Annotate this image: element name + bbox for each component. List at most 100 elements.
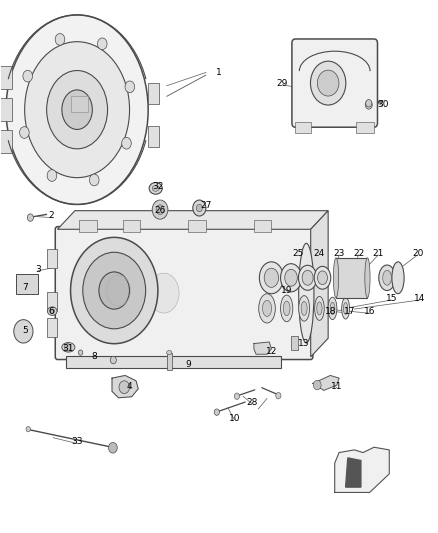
- Bar: [291, 336, 297, 351]
- Circle shape: [276, 392, 281, 399]
- Circle shape: [89, 174, 99, 186]
- Ellipse shape: [62, 90, 92, 130]
- Bar: [71, 96, 88, 112]
- Text: 30: 30: [377, 100, 389, 109]
- Ellipse shape: [47, 70, 108, 149]
- Polygon shape: [156, 209, 164, 218]
- Ellipse shape: [318, 271, 328, 285]
- Ellipse shape: [259, 262, 283, 294]
- Text: 11: 11: [331, 382, 343, 391]
- Ellipse shape: [299, 244, 314, 343]
- Ellipse shape: [301, 301, 307, 316]
- Ellipse shape: [342, 298, 350, 319]
- Ellipse shape: [62, 343, 75, 352]
- Ellipse shape: [392, 262, 404, 294]
- Ellipse shape: [262, 301, 272, 317]
- Bar: [295, 122, 311, 133]
- Polygon shape: [335, 447, 389, 492]
- Ellipse shape: [318, 70, 339, 96]
- Text: 1: 1: [216, 68, 222, 77]
- Polygon shape: [156, 201, 164, 209]
- Ellipse shape: [317, 302, 322, 315]
- Text: 27: 27: [200, 201, 212, 210]
- Polygon shape: [160, 201, 168, 209]
- Circle shape: [27, 214, 33, 221]
- Polygon shape: [346, 458, 361, 487]
- Ellipse shape: [6, 15, 148, 205]
- Ellipse shape: [298, 265, 317, 290]
- Text: 6: 6: [48, 307, 54, 316]
- Bar: [357, 122, 374, 133]
- Circle shape: [214, 409, 219, 415]
- Ellipse shape: [379, 265, 396, 290]
- Bar: [46, 292, 57, 311]
- Text: 26: 26: [154, 206, 166, 215]
- Ellipse shape: [311, 61, 346, 105]
- Ellipse shape: [314, 296, 324, 320]
- Polygon shape: [112, 375, 138, 398]
- Ellipse shape: [383, 270, 392, 285]
- Bar: [79, 220, 97, 232]
- Bar: [166, 353, 172, 370]
- Circle shape: [125, 81, 134, 93]
- Text: 13: 13: [298, 339, 310, 348]
- Polygon shape: [313, 375, 339, 390]
- Ellipse shape: [281, 295, 293, 322]
- Ellipse shape: [333, 258, 339, 298]
- Circle shape: [366, 100, 372, 107]
- Ellipse shape: [25, 42, 130, 177]
- Text: 19: 19: [281, 286, 293, 295]
- Circle shape: [26, 426, 30, 432]
- Polygon shape: [57, 211, 328, 229]
- Ellipse shape: [259, 294, 276, 323]
- Ellipse shape: [314, 266, 331, 289]
- Ellipse shape: [343, 303, 348, 314]
- Circle shape: [193, 200, 206, 216]
- Circle shape: [365, 101, 372, 109]
- Text: 24: 24: [314, 249, 325, 258]
- Ellipse shape: [299, 296, 310, 321]
- Text: 18: 18: [325, 307, 336, 316]
- Bar: [148, 126, 159, 147]
- Polygon shape: [311, 211, 328, 357]
- Circle shape: [78, 350, 83, 356]
- Bar: [148, 83, 159, 104]
- Circle shape: [47, 169, 57, 181]
- Circle shape: [110, 357, 117, 364]
- Bar: [254, 220, 272, 232]
- Ellipse shape: [281, 264, 301, 292]
- Text: 29: 29: [277, 78, 288, 87]
- Ellipse shape: [285, 269, 297, 286]
- Circle shape: [196, 204, 202, 212]
- Circle shape: [119, 381, 130, 393]
- Ellipse shape: [50, 309, 55, 313]
- Ellipse shape: [152, 185, 159, 191]
- Text: 17: 17: [344, 307, 356, 316]
- Ellipse shape: [148, 273, 179, 313]
- Text: 14: 14: [414, 294, 426, 303]
- Bar: [188, 220, 206, 232]
- Bar: [46, 318, 57, 337]
- Bar: [0, 130, 12, 154]
- Ellipse shape: [302, 270, 313, 285]
- Text: 23: 23: [333, 249, 345, 258]
- Ellipse shape: [365, 258, 370, 298]
- Bar: [46, 249, 57, 268]
- FancyBboxPatch shape: [292, 39, 378, 127]
- Circle shape: [55, 34, 65, 45]
- Ellipse shape: [149, 182, 162, 194]
- Text: 25: 25: [292, 249, 303, 258]
- Ellipse shape: [166, 351, 172, 355]
- Ellipse shape: [283, 301, 290, 316]
- Bar: [0, 98, 12, 122]
- Circle shape: [64, 344, 71, 351]
- Text: 2: 2: [48, 212, 54, 221]
- Circle shape: [313, 380, 321, 390]
- Text: 15: 15: [386, 294, 397, 303]
- Circle shape: [122, 138, 131, 149]
- Text: 16: 16: [364, 307, 375, 316]
- Bar: [0, 66, 12, 90]
- Polygon shape: [152, 209, 160, 218]
- Text: 20: 20: [412, 249, 424, 258]
- Text: 5: 5: [22, 326, 28, 335]
